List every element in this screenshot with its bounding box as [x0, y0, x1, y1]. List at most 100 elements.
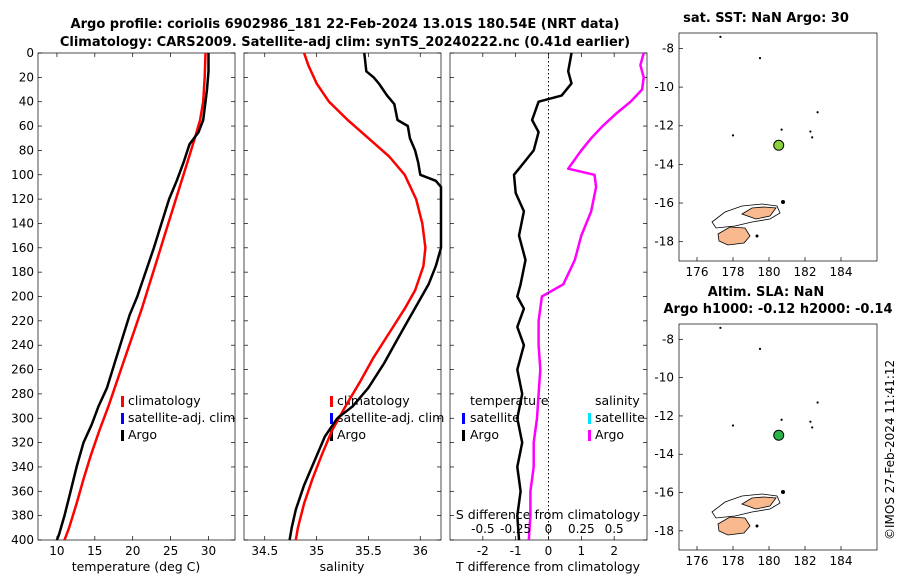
temperature-ytick-label: 220: [11, 314, 34, 328]
map_bottom-reef-dot: [816, 401, 819, 404]
map_bottom-ytick-label: -8: [662, 332, 674, 346]
title-line-2: Climatology: CARS2009. Satellite-adj cli…: [60, 35, 630, 50]
difference-xtick-label: 2: [610, 544, 618, 558]
map_bottom-xtick-label: 184: [830, 554, 853, 568]
map_top-argo-point: [773, 139, 785, 151]
temperature-series-argo: [55, 53, 210, 541]
difference-xtick-label: 1: [578, 544, 586, 558]
difference-xtick-label: -2: [477, 544, 489, 558]
salinity-series-climatology: [294, 52, 427, 541]
legend-swatch-climatology: [330, 396, 333, 407]
temperature-ytick-label: 160: [11, 241, 34, 255]
map_bottom-ytick-label: -14: [654, 447, 674, 461]
difference-s-tick-label: 0: [545, 522, 553, 536]
map_top-reef-dot: [780, 128, 783, 131]
map_bottom-xtick-label: 180: [758, 554, 781, 568]
map-bottom-title-2: Argo h1000: -0.12 h2000: -0.14: [663, 302, 892, 317]
temperature-ytick-label: 120: [11, 192, 34, 206]
difference-series-t-argo: [512, 52, 573, 541]
difference-s-tick-label: 0.5: [605, 522, 624, 536]
temperature-ytick-label: 380: [11, 509, 34, 523]
map_bottom-ytick-label: -12: [654, 409, 674, 423]
temperature-xtick-label: 30: [201, 544, 216, 558]
map_top-ytick-label: -12: [654, 119, 674, 133]
difference-xtick-label: 0: [545, 544, 553, 558]
map_bottom-ytick-label: -10: [654, 371, 674, 385]
salinity-xtick-label: 36: [413, 544, 428, 558]
map_bottom-argo-point: [773, 429, 785, 441]
temperature-ytick-label: 20: [19, 70, 34, 84]
islet: [781, 200, 785, 204]
map_top-reef-dot: [731, 134, 735, 137]
temperature-ytick-label: 80: [19, 143, 34, 157]
map_top-xtick-label: 176: [686, 265, 709, 279]
map_bottom-reef-dot: [731, 424, 735, 427]
temperature-ytick-label: 40: [19, 95, 34, 109]
map_top-ytick-label: -14: [654, 157, 674, 171]
temperature-ytick-label: 100: [11, 168, 34, 182]
temperature-xtick-label: 20: [125, 544, 140, 558]
legend-temperature-heading: temperature: [470, 393, 549, 408]
temperature-xtick-label: 25: [163, 544, 178, 558]
legend-s-satellite: satellite: [595, 410, 645, 425]
map_bottom-ytick-label: -16: [654, 486, 674, 500]
map_top-xtick-label: 182: [794, 265, 817, 279]
map_top-ytick-label: -16: [654, 196, 674, 210]
temperature-ytick-label: 400: [11, 533, 34, 547]
temperature-ytick-label: 280: [11, 387, 34, 401]
legend-argo: Argo: [337, 427, 366, 442]
islet: [755, 234, 759, 238]
watermark: ©IMOS 27-Feb-2024 11:41:12: [883, 360, 897, 540]
temperature-ytick-label: 140: [11, 216, 34, 230]
legend-argo: Argo: [128, 427, 157, 442]
temperature-xtick-label: 15: [87, 544, 102, 558]
difference-s-tick-label: -0.5: [471, 522, 494, 536]
legend-s-argo: Argo: [595, 427, 624, 442]
legend-swatch-s-argo: [588, 430, 591, 441]
map_bottom-xtick-label: 182: [794, 554, 817, 568]
difference-xtick-label: -1: [510, 544, 522, 558]
map_bottom-reef-dot: [780, 418, 783, 421]
legend-swatch-argo: [121, 430, 124, 441]
difference-xlabel: T difference from climatology: [455, 559, 641, 574]
legend-climatology: climatology: [128, 393, 201, 408]
legend-swatch-climatology: [121, 396, 124, 407]
temperature-legend: climatology satellite-adj. clim Argo: [121, 393, 235, 442]
vanua-levu-island: [741, 496, 777, 510]
salinity-xtick-label: 35: [309, 544, 324, 558]
difference-legend: temperature satellite Argo salinity sate…: [462, 393, 645, 442]
legend-swatch-t-argo: [462, 430, 465, 441]
difference-series-s-argo: [527, 52, 645, 541]
map_top-reef-dot: [809, 130, 812, 133]
vanua-levu-island: [741, 206, 777, 220]
map_top-reef-dot: [811, 136, 814, 139]
temperature-xlabel: temperature (deg C): [72, 559, 201, 574]
legend-swatch-satellite: [121, 413, 124, 424]
salinity-xlabel: salinity: [320, 559, 365, 574]
legend-swatch-s-satellite: [588, 413, 591, 424]
temperature-xtick-label: 10: [49, 544, 64, 558]
legend-t-satellite: satellite: [470, 410, 520, 425]
salinity-xtick-label: 35.5: [355, 544, 382, 558]
salinity-series-argo: [288, 52, 443, 541]
map_top-ytick-label: -10: [654, 80, 674, 94]
map_top-reef-dot: [719, 35, 722, 38]
map_bottom-xtick-label: 176: [686, 554, 709, 568]
legend-t-argo: Argo: [470, 427, 499, 442]
temperature-ytick-label: 320: [11, 436, 34, 450]
temperature-ytick-label: 180: [11, 265, 34, 279]
legend-swatch-t-satellite: [462, 413, 465, 424]
islet: [781, 490, 785, 494]
map-top-title: sat. SST: NaN Argo: 30: [683, 11, 849, 26]
map_top-xtick-label: 184: [830, 265, 853, 279]
islet: [755, 524, 759, 528]
viti-levu-island: [717, 516, 751, 536]
map-bottom-land: [711, 490, 785, 536]
difference-s-tick-label: 0.25: [568, 522, 595, 536]
temperature-ytick-label: 240: [11, 338, 34, 352]
map_top-xtick-label: 178: [722, 265, 745, 279]
temperature-ytick-label: 60: [19, 119, 34, 133]
map_top-ytick-label: -18: [654, 235, 674, 249]
legend-swatch-argo: [330, 430, 333, 441]
